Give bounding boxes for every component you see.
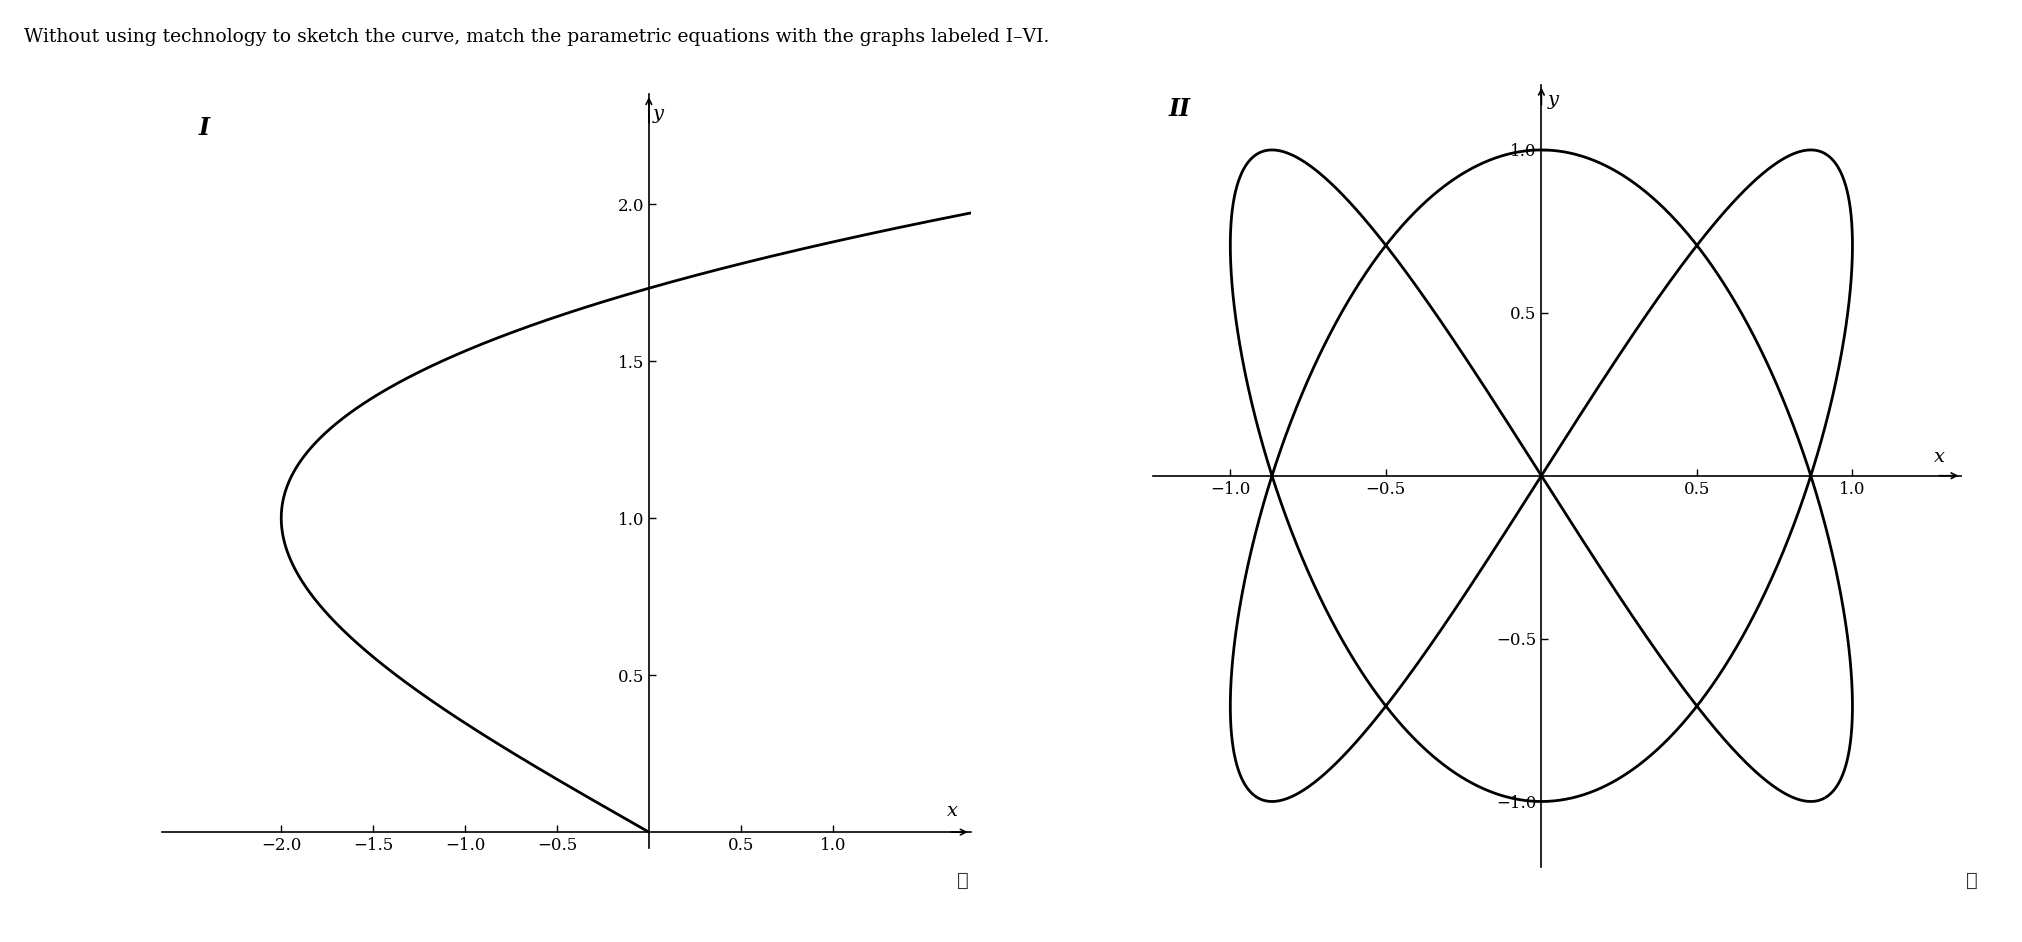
Text: x: x (946, 802, 958, 820)
Text: ⓘ: ⓘ (1965, 871, 1978, 890)
Text: x: x (1933, 448, 1945, 466)
Text: I: I (198, 117, 210, 140)
Text: y: y (1547, 90, 1559, 108)
Text: ⓘ: ⓘ (956, 871, 969, 890)
Text: y: y (653, 106, 663, 123)
Text: Without using technology to sketch the curve, match the parametric equations wit: Without using technology to sketch the c… (24, 28, 1049, 46)
Text: II: II (1169, 96, 1191, 121)
